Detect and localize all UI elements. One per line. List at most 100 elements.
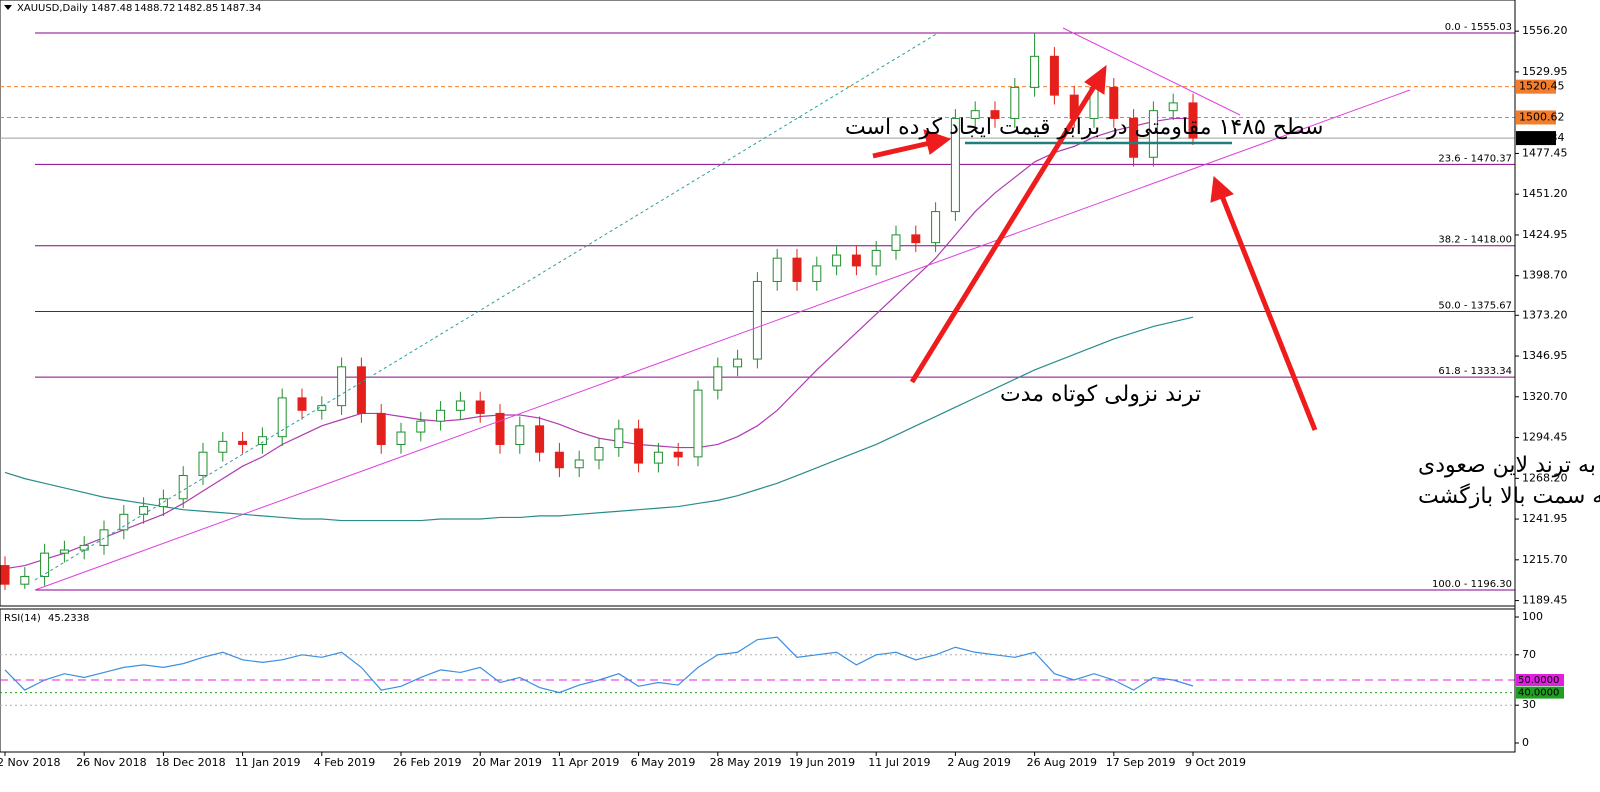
price-tag-label: 1500.62 xyxy=(1519,110,1565,123)
trend-line xyxy=(34,89,1411,591)
fib-label: 100.0 - 1196.30 xyxy=(1432,579,1512,590)
candle-body xyxy=(1030,55,1040,88)
candle-body xyxy=(1168,102,1178,112)
candle-body xyxy=(376,412,386,445)
x-tick-label: 11 Jul 2019 xyxy=(868,756,930,769)
moving-average xyxy=(4,117,1193,570)
level-tag xyxy=(1516,674,1564,686)
candle-body xyxy=(1049,55,1059,96)
fib-label: 38.2 - 1418.00 xyxy=(1438,235,1512,246)
y-tick-label: 100 xyxy=(1522,610,1543,623)
ohlc-open: 1487.48 xyxy=(91,3,132,14)
candle-body xyxy=(59,549,69,554)
candle-body xyxy=(990,110,1000,119)
candle-body xyxy=(1148,110,1158,158)
y-tick-label: 1477.45 xyxy=(1522,146,1568,159)
arrow xyxy=(909,83,1098,384)
candle-body xyxy=(594,447,604,461)
candle-body xyxy=(0,565,10,585)
candle-body xyxy=(139,506,149,515)
arrow xyxy=(872,140,931,159)
ohlc-close: 1487.34 xyxy=(220,3,261,14)
menu-icon xyxy=(4,5,12,10)
candle-body xyxy=(653,451,663,464)
candle-body xyxy=(416,420,426,433)
price-tag xyxy=(1516,110,1556,125)
level-tag xyxy=(1516,686,1564,699)
x-tick-label: 26 Feb 2019 xyxy=(393,756,461,769)
candle-body xyxy=(1188,102,1198,139)
y-tick-label: 0 xyxy=(1522,736,1529,749)
candle-body xyxy=(356,366,366,414)
rsi-layer xyxy=(0,636,1515,706)
candle-body xyxy=(119,513,129,531)
price-tag-label: 1520.45 xyxy=(1519,80,1565,93)
candle-body xyxy=(178,475,188,500)
rsi-title: RSI(14) xyxy=(4,613,41,624)
fib-label: 61.8 - 1333.34 xyxy=(1438,366,1512,377)
candle-body xyxy=(317,405,327,411)
arrow xyxy=(1219,195,1318,431)
trend-line xyxy=(1062,27,1241,116)
level-tag-label: 50.0000 xyxy=(1518,675,1559,686)
x-tick-label: 28 May 2019 xyxy=(710,756,782,769)
candle-body xyxy=(79,544,89,551)
candle-body xyxy=(198,451,208,477)
candle-body xyxy=(713,366,723,391)
x-tick-label: 11 Jan 2019 xyxy=(235,756,301,769)
ohlc-high: 1488.72 xyxy=(134,3,175,14)
candle-body xyxy=(851,254,861,267)
fib-label: 23.6 - 1470.37 xyxy=(1438,153,1512,164)
x-tick-label: 4 Feb 2019 xyxy=(314,756,375,769)
y-tick-label: 1451.20 xyxy=(1522,187,1568,200)
y-tick-label: 1346.95 xyxy=(1522,349,1568,362)
candle-body xyxy=(396,431,406,445)
candle-body xyxy=(832,254,842,267)
arrow-head xyxy=(1084,64,1107,95)
axes-layer: 1556.20 1529.95 1477.45 1451.20 1424.95 1398.… xyxy=(0,0,1568,769)
candle-body xyxy=(931,211,941,244)
candle-body xyxy=(475,400,485,414)
candle-body xyxy=(733,358,743,368)
candle-body xyxy=(238,440,248,445)
annotation: ترند نزولی کوتاه مدت xyxy=(1000,382,1201,407)
y-tick-label: 1294.45 xyxy=(1522,431,1568,444)
y-tick-label: 1215.70 xyxy=(1522,553,1568,566)
candle-body xyxy=(574,459,584,469)
candle-body xyxy=(257,436,267,445)
y-tick-label: 1241.95 xyxy=(1522,512,1568,525)
x-tick-label: 6 May 2019 xyxy=(631,756,696,769)
x-tick-label: 11 Apr 2019 xyxy=(551,756,619,769)
candle-body xyxy=(1129,117,1139,158)
candle-body xyxy=(554,451,564,469)
x-tick-label: 26 Nov 2018 xyxy=(76,756,146,769)
x-tick-label: 2 Nov 2018 xyxy=(0,756,60,769)
candle-body xyxy=(1010,86,1020,119)
x-tick-label: 26 Aug 2019 xyxy=(1027,756,1097,769)
candle-body xyxy=(436,409,446,422)
candle-body xyxy=(158,498,168,508)
candle-body xyxy=(218,440,228,453)
arrow-head xyxy=(923,129,952,155)
candle-body xyxy=(40,552,50,577)
candle-body xyxy=(812,265,822,282)
y-tick-label: 1320.70 xyxy=(1522,390,1568,403)
rsi-current: 45.2338 xyxy=(48,613,89,624)
x-tick-label: 18 Dec 2018 xyxy=(155,756,225,769)
y-tick-label: 30 xyxy=(1522,698,1536,711)
candle-body xyxy=(970,110,980,119)
level-tag-label: 40.0000 xyxy=(1518,688,1559,699)
y-tick-label: 1373.20 xyxy=(1522,308,1568,321)
price-tag xyxy=(1516,131,1556,146)
candle-body xyxy=(337,366,347,407)
candle-body xyxy=(535,425,545,453)
candle-body xyxy=(297,397,307,411)
candle-body xyxy=(614,428,624,449)
rsi-line xyxy=(4,636,1194,694)
y-tick-label: 1424.95 xyxy=(1522,228,1568,241)
fib-label: 0.0 - 1555.03 xyxy=(1445,22,1512,33)
x-tick-label: 17 Sep 2019 xyxy=(1106,756,1176,769)
candle-body xyxy=(911,234,921,244)
